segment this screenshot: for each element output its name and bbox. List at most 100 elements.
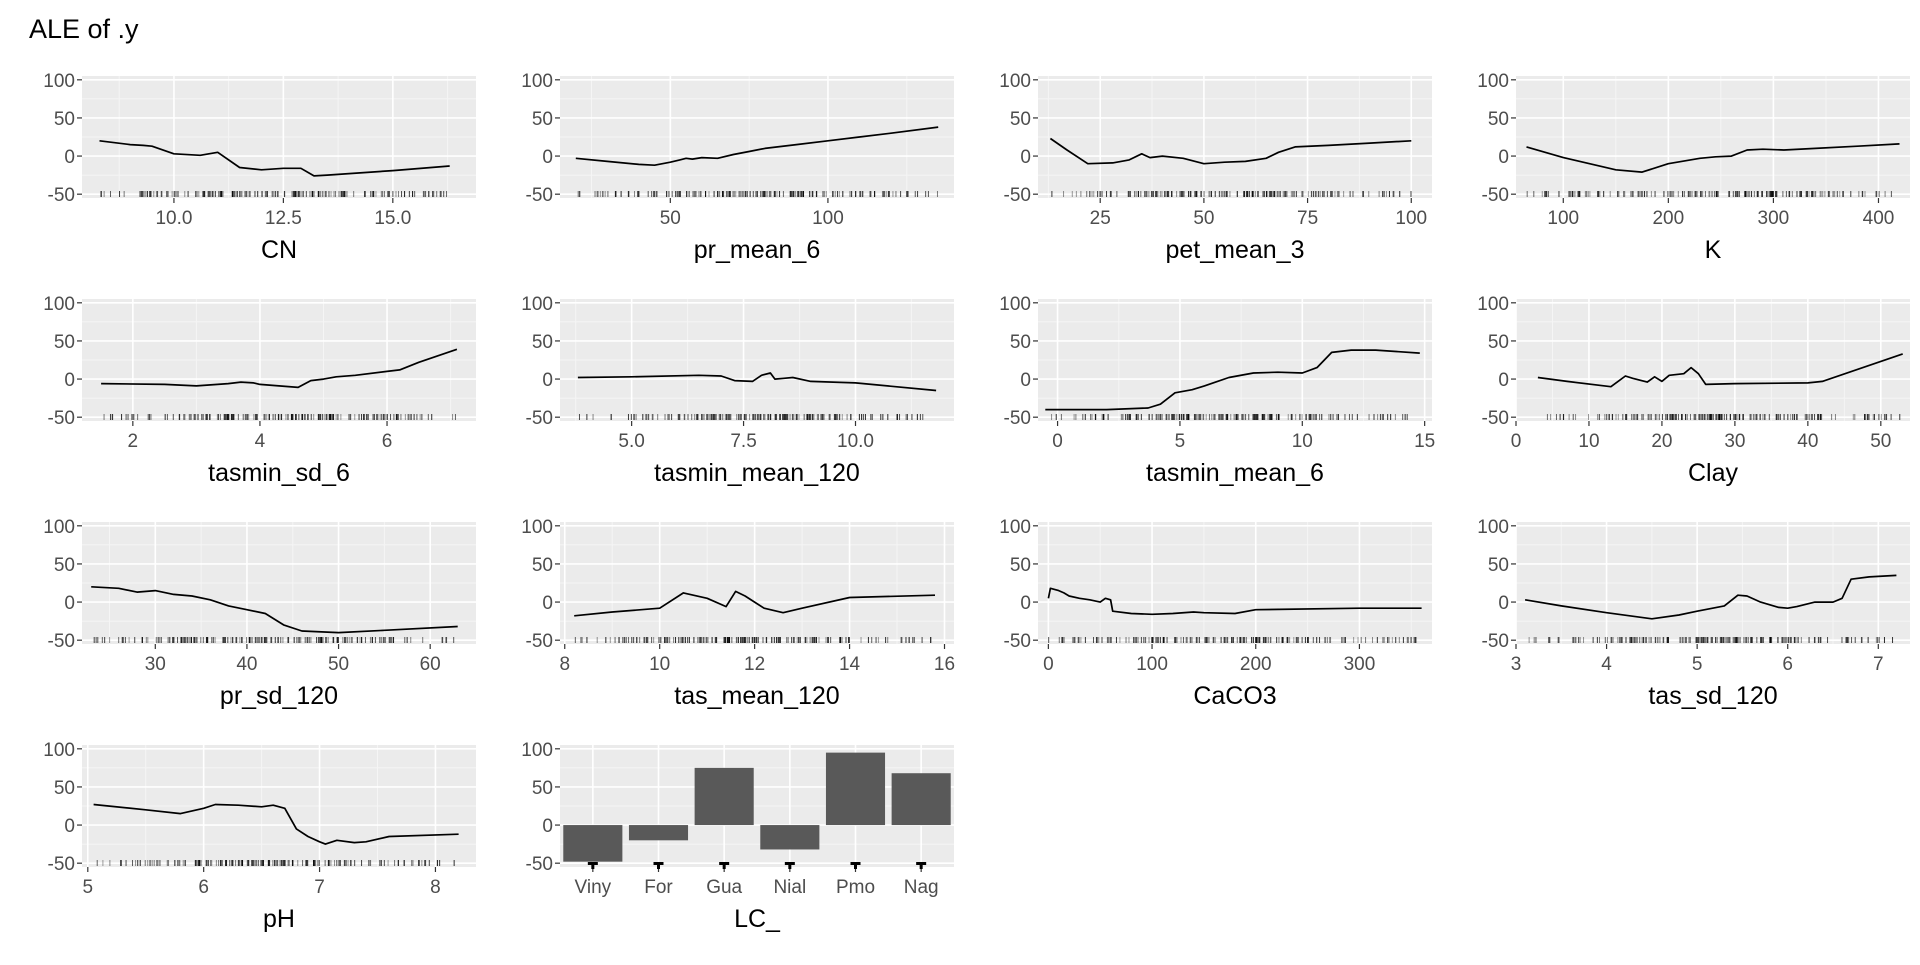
panel-14-y-tick-label: 100	[521, 740, 553, 761]
panel-3-x-tick-label: 75	[1297, 208, 1318, 229]
panel-5-rug	[103, 414, 456, 420]
panel-8-axis-title: Clay	[1688, 459, 1739, 487]
panel-6-y-tick-label: 50	[532, 332, 553, 353]
panel-8-x-tick-label: 40	[1797, 431, 1818, 452]
panel-10-ale-line	[574, 590, 936, 617]
panel-1-y-tick-label: 0	[64, 147, 75, 168]
panel-3-x-tick-label: 50	[1193, 208, 1214, 229]
panel-5-axis-title: tasmin_sd_6	[208, 459, 350, 487]
panel-12-x-tick-label: 7	[1873, 654, 1884, 675]
panel-1-x-tick-label: 10.0	[155, 208, 192, 229]
panel-14: -50 0 50 100 Viny For Gua Nial Pmo Nag LC_	[521, 740, 954, 933]
panel-12: -50 0 50 100 3 4 5 6 7 tas_sd_120	[1477, 517, 1910, 710]
panel-1-x-tick-label: 12.5	[265, 208, 302, 229]
panel-2-y-tick-label: 100	[521, 71, 553, 92]
panel-7-x-tick-label: 10	[1292, 431, 1313, 452]
panel-10-x-tick-label: 16	[934, 654, 955, 675]
panel-8-x-tick-label: 10	[1578, 431, 1599, 452]
panel-12-y-tick-label: 0	[1498, 593, 1509, 614]
panel-14-rug-mark	[854, 862, 857, 869]
panel-4-x-tick-label: 400	[1863, 208, 1895, 229]
panel-2-y-tick-label: 50	[532, 109, 553, 130]
panel-12-y-tick-label: -50	[1482, 631, 1509, 652]
panel-10-axis-title: tas_mean_120	[674, 682, 839, 710]
panel-11-x-tick-label: 200	[1240, 654, 1272, 675]
panel-2-rug	[577, 191, 938, 197]
panel-8-rug	[1546, 414, 1901, 420]
panel-7: -50 0 50 100 0 5 10 15 tasmin_mean_6	[999, 294, 1435, 487]
panel-9-x-tick-label: 50	[328, 654, 349, 675]
panel-8-x-tick-label: 0	[1511, 431, 1522, 452]
panel-14-bar-for	[628, 825, 689, 841]
panel-14-bar-pmo	[825, 752, 886, 826]
panel-7-x-tick-label: 15	[1414, 431, 1435, 452]
panel-10-y-tick-label: -50	[526, 631, 553, 652]
panel-14-y-tick-label: 0	[542, 816, 553, 837]
panel-12-x-tick-label: 3	[1511, 654, 1522, 675]
panel-13-x-tick-label: 6	[198, 877, 209, 898]
panel-13-axis-title: pH	[263, 905, 295, 933]
panel-3-ale-line	[1049, 137, 1412, 165]
panel-13: -50 0 50 100 5 6 7 8 pH	[43, 740, 476, 933]
panel-2-axis-title: pr_mean_6	[694, 236, 820, 264]
panel-4-x-tick-label: 200	[1652, 208, 1684, 229]
panel-14-rug-mark	[657, 862, 660, 869]
panel-2-x-tick-label: 50	[660, 208, 681, 229]
panel-9-ale-line	[91, 585, 458, 634]
panel-8-x-tick-label: 50	[1870, 431, 1891, 452]
panel-11-x-tick-label: 0	[1043, 654, 1054, 675]
panel-5-x-tick-label: 2	[128, 431, 139, 452]
panel-13-x-tick-label: 5	[83, 877, 94, 898]
panel-4-y-tick-label: 0	[1498, 147, 1509, 168]
panel-5-ale-line	[101, 348, 458, 389]
panel-8-x-tick-label: 20	[1651, 431, 1672, 452]
panel-6-ale-line	[577, 372, 937, 392]
panel-2-x-tick-label: 100	[812, 208, 844, 229]
panel-3-y-tick-label: 50	[1010, 109, 1031, 130]
panel-12-ale-line	[1524, 574, 1897, 620]
panel-1-ale-line	[99, 139, 450, 177]
panel-6-y-tick-label: 0	[542, 370, 553, 391]
panel-5-y-tick-label: -50	[48, 408, 75, 429]
panel-9-y-tick-label: 0	[64, 593, 75, 614]
panel-11-ale-line	[1047, 587, 1422, 616]
panel-10-x-tick-label: 10	[649, 654, 670, 675]
panel-7-x-tick-label: 0	[1052, 431, 1063, 452]
panel-5-x-tick-label: 6	[382, 431, 393, 452]
panel-4: -50 0 50 100 100 200 300 400 K	[1477, 71, 1910, 264]
panel-1-x-tick-label: 15.0	[374, 208, 411, 229]
panel-4-x-tick-label: 300	[1758, 208, 1790, 229]
panel-14-x-tick-label: Nag	[904, 877, 939, 898]
panel-10-y-tick-label: 100	[521, 517, 553, 538]
panel-2: -50 0 50 100 50 100 pr_mean_6	[521, 71, 954, 264]
panel-10-rug	[574, 637, 932, 643]
panel-8-x-tick-label: 30	[1724, 431, 1745, 452]
panel-2-ale-line	[575, 126, 939, 167]
panel-14-bar-viny	[563, 825, 623, 862]
panel-14-x-tick-label: Pmo	[836, 877, 875, 898]
panel-9-rug	[93, 637, 455, 643]
panel-11-y-tick-label: 0	[1020, 593, 1031, 614]
panel-13-rug	[96, 860, 455, 866]
panel-11-x-tick-label: 300	[1344, 654, 1376, 675]
panel-11-y-tick-label: 100	[999, 517, 1031, 538]
panel-11-y-tick-label: 50	[1010, 555, 1031, 576]
panel-7-y-tick-label: 50	[1010, 332, 1031, 353]
panel-10-y-tick-label: 50	[532, 555, 553, 576]
panel-11-rug	[1048, 637, 1417, 643]
panel-12-axis-title: tas_sd_120	[1648, 682, 1777, 710]
panel-12-x-tick-label: 4	[1601, 654, 1612, 675]
panel-12-rug	[1528, 637, 1894, 643]
panel-11-axis-title: CaCO3	[1193, 682, 1276, 710]
panel-8-y-tick-label: 0	[1498, 370, 1509, 391]
panel-7-y-tick-label: 0	[1020, 370, 1031, 391]
panel-9-y-tick-label: 50	[54, 555, 75, 576]
panel-14-bar-gua	[694, 767, 754, 826]
panel-10-x-tick-label: 8	[559, 654, 570, 675]
panel-13-y-tick-label: 0	[64, 816, 75, 837]
panel-14-y-tick-label: -50	[526, 854, 553, 875]
panel-9-axis-title: pr_sd_120	[220, 682, 338, 710]
panel-3-y-tick-label: -50	[1004, 185, 1031, 206]
